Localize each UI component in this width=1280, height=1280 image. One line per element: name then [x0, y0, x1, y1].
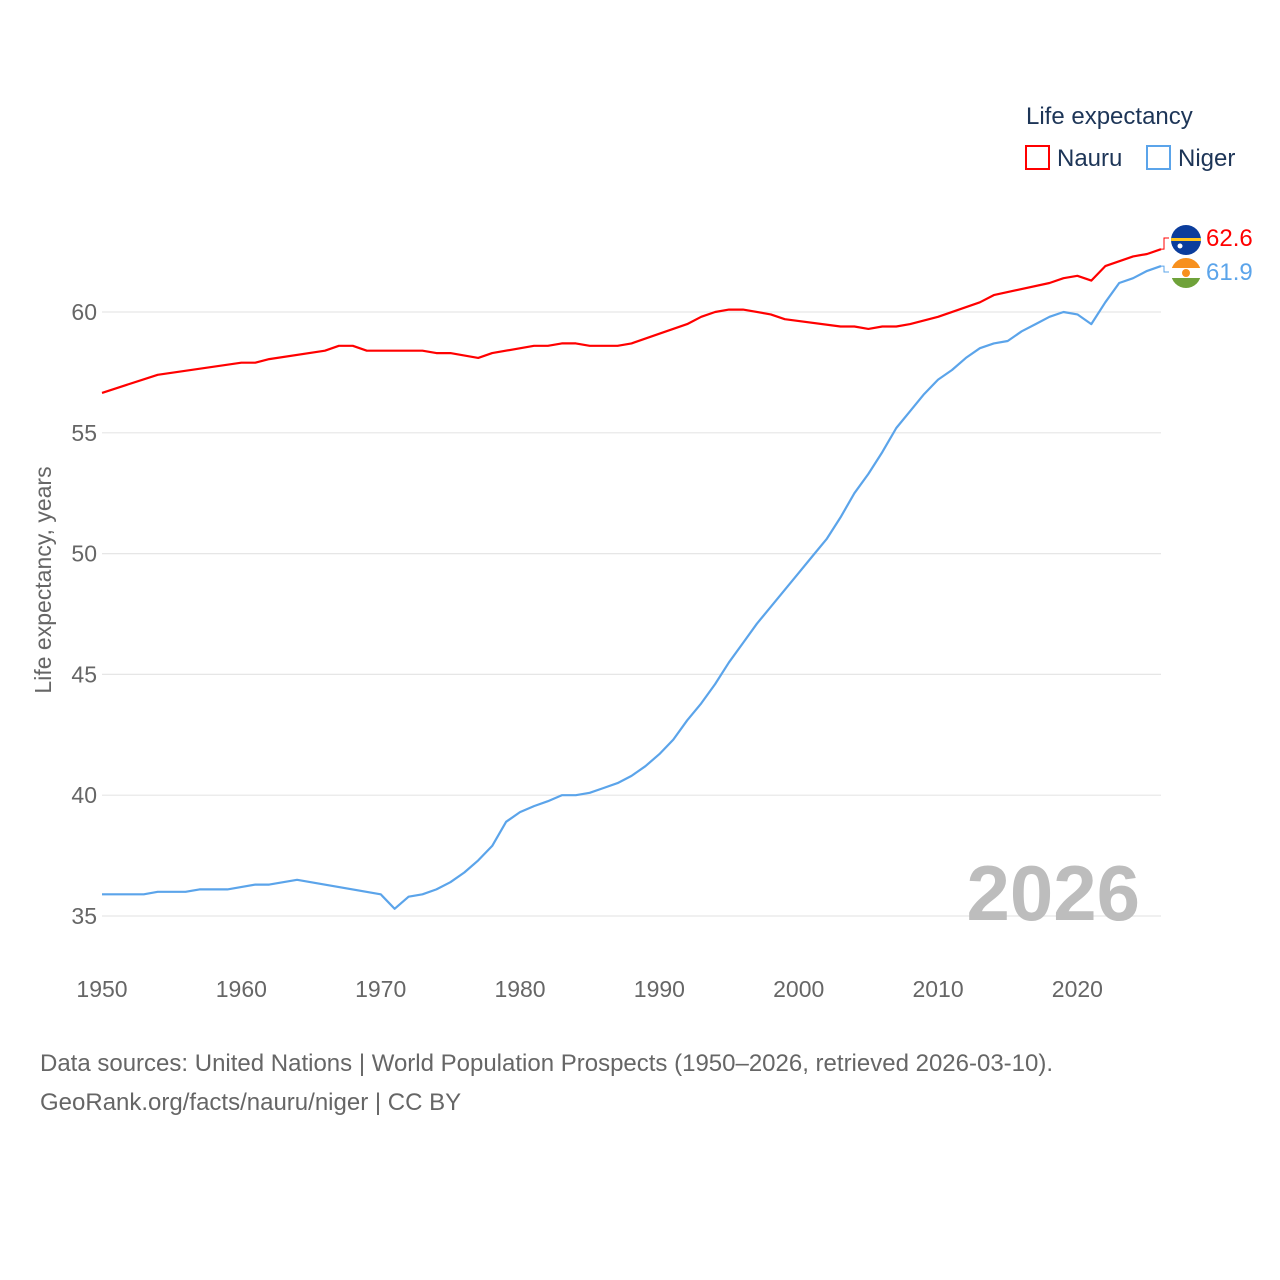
x-tick-label: 1990: [634, 976, 685, 1002]
end-value-niger: 61.9: [1206, 259, 1253, 286]
legend-label-nauru: Nauru: [1057, 145, 1122, 172]
gridlines: [102, 311, 1161, 917]
end-connector-nauru: [1161, 237, 1169, 250]
x-tick-label: 1960: [216, 976, 267, 1002]
x-tick-label: 1980: [494, 976, 545, 1002]
legend-item-niger[interactable]: Niger: [1146, 145, 1235, 172]
niger-flag-icon: [1171, 258, 1201, 288]
series-line-niger: [102, 265, 1162, 910]
y-tick-label: 45: [71, 661, 97, 687]
y-tick-label: 40: [71, 782, 97, 808]
x-tick-label: 1950: [76, 976, 127, 1002]
x-tick-label: 2000: [773, 976, 824, 1002]
legend-title: Life expectancy: [1026, 103, 1193, 130]
x-tick-label: 1970: [355, 976, 406, 1002]
legend-item-nauru[interactable]: Nauru: [1025, 145, 1122, 172]
end-labels: 62.6 61.9: [1161, 225, 1253, 286]
y-tick-label: 35: [71, 903, 97, 929]
end-connector-niger: [1161, 265, 1169, 273]
legend-label-niger: Niger: [1178, 145, 1235, 172]
y-axis-ticks: 35 40 45 50 55 60: [71, 299, 97, 929]
end-value-nauru: 62.6: [1206, 225, 1253, 252]
y-tick-label: 60: [71, 299, 97, 325]
series-line-nauru: [101, 248, 1162, 394]
source-link[interactable]: GeoRank.org/facts/nauru/niger | CC BY: [40, 1089, 462, 1116]
chart-footer: Data sources: United Nations | World Pop…: [40, 1044, 1053, 1122]
x-tick-label: 2020: [1052, 976, 1103, 1002]
nauru-flag-icon: [1171, 225, 1201, 255]
series-lines: [101, 248, 1162, 910]
legend-swatch-nauru: [1025, 145, 1050, 170]
y-axis-label: Life expectancy, years: [30, 466, 56, 693]
legend-swatch-niger: [1146, 145, 1171, 170]
x-tick-label: 2010: [912, 976, 963, 1002]
y-tick-label: 50: [71, 541, 97, 567]
year-watermark: 2026: [966, 849, 1140, 937]
data-sources: Data sources: United Nations | World Pop…: [40, 1050, 1054, 1077]
x-axis-ticks: 1950 1960 1970 1980 1990 2000 2010 2020: [76, 976, 1103, 1002]
y-tick-label: 55: [71, 420, 97, 446]
